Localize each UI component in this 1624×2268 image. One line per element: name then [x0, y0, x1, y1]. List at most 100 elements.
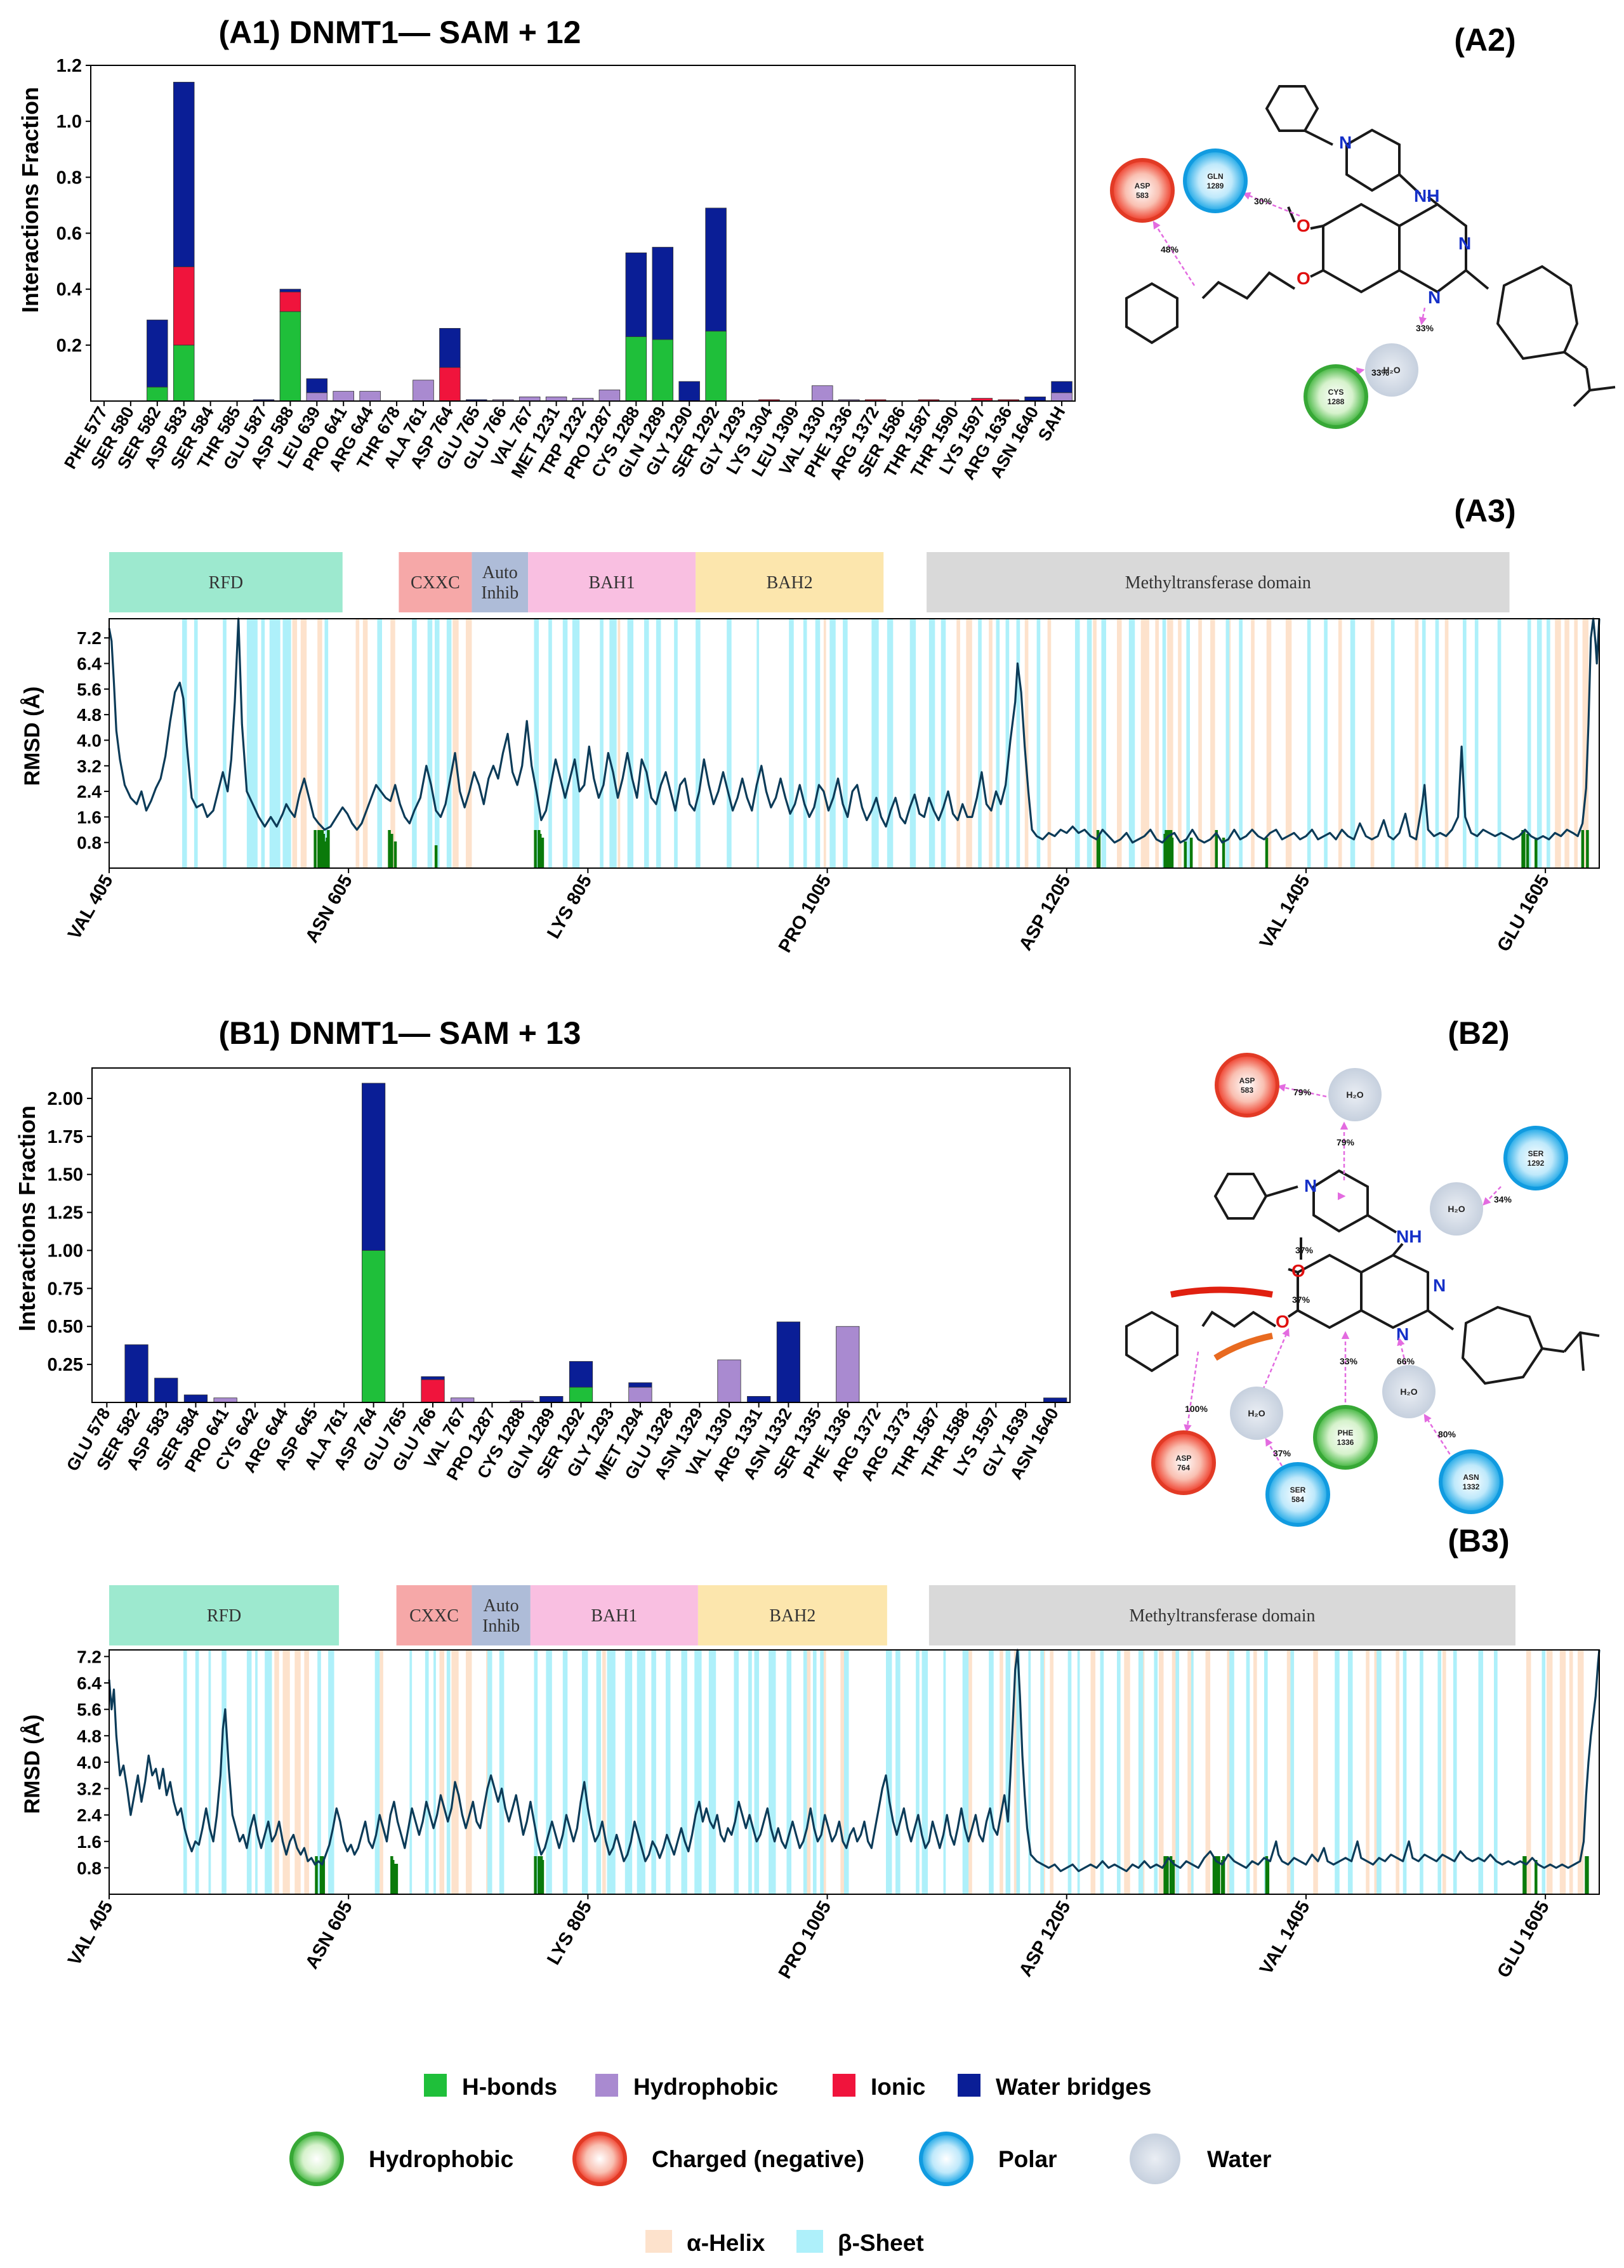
b2-residue-w1: [1328, 1068, 1382, 1121]
legend-swatch-ionic: [833, 2074, 855, 2097]
b3-sheet-band: [1264, 1650, 1268, 1894]
a2-residue-number: 583: [1136, 191, 1149, 200]
a2-cyclohexyl-ring: [1265, 85, 1319, 132]
a2-quinazoline-pyrimidine-ring: [1398, 202, 1467, 294]
a3-sheet-band: [829, 619, 836, 868]
b3-sheet-band: [1376, 1650, 1382, 1894]
b1-y-tick-label: 1.75: [48, 1127, 83, 1147]
a3-helix-band: [390, 619, 395, 868]
b3-y-tick-label: 6.4: [77, 1673, 102, 1693]
b3-domain-mtase: [928, 1585, 1515, 1645]
a1-y-tick-label: 1.2: [56, 56, 82, 76]
a3-sheet-band: [696, 619, 701, 868]
a1-x-tick-label: SAH: [1034, 404, 1069, 444]
b3-ligand-contact-mark: [1166, 1856, 1169, 1894]
a2-atom-nh: NH: [1414, 186, 1439, 206]
a3-ligand-contact-mark: [314, 830, 317, 868]
b3-sheet-band: [962, 1650, 969, 1894]
a1-bar-h-bonds: [147, 386, 168, 402]
b3-y-tick-label: 4.8: [77, 1726, 102, 1746]
a3-sheet-band: [727, 619, 732, 868]
b3-sheet-band: [562, 1650, 568, 1894]
a3-x-tick-label: ASP 1205: [1015, 871, 1075, 954]
b3-sheet-band: [1040, 1650, 1044, 1894]
a1-bar-hydrophobic: [359, 391, 381, 402]
a2-atom-o-methoxy: O: [1297, 216, 1310, 235]
a3-sheet-band: [434, 619, 440, 868]
a3-helix-band: [1155, 619, 1159, 868]
b1-bar-water-bridges: [183, 1394, 208, 1403]
a3-helix-band: [1574, 619, 1578, 868]
b3-helix-band: [1050, 1650, 1054, 1894]
b2-bond: [1541, 1347, 1565, 1353]
b3-sheet-band: [1420, 1650, 1423, 1894]
b3-sheet-band: [1028, 1650, 1031, 1894]
b2-residue-w2: [1430, 1182, 1483, 1236]
b3-sheet-band: [843, 1650, 849, 1894]
a2-residue-gln1289: [1183, 148, 1248, 213]
legend-label: Charged (negative): [652, 2146, 864, 2172]
b3-helix-band: [282, 1650, 290, 1894]
a3-sheet-band: [1435, 619, 1439, 868]
b2-atom-n-ring: N: [1396, 1324, 1409, 1344]
a3-helix-band: [1370, 619, 1375, 868]
a1-y-axis-label: Interactions Fraction: [17, 87, 43, 313]
a2-atom-o-ether: O: [1297, 268, 1310, 288]
a3-domain-rfd: [109, 552, 343, 612]
a3-sheet-band: [928, 619, 935, 868]
b3-sheet-band: [820, 1650, 824, 1894]
b3-domain-auto: [472, 1585, 531, 1645]
b3-helix-band: [1559, 1650, 1566, 1894]
a3-ligand-contact-mark: [1222, 838, 1225, 868]
legend-residue-icon-neg: [572, 2132, 627, 2186]
a3-sheet-band: [1074, 619, 1080, 868]
panel-b3-rmsd-plot: (B3) RMSD (Å) RFD CXXC Auto Inhib BAH1 BAH2 Me…: [20, 1523, 1601, 1982]
b3-sheet-band: [708, 1650, 716, 1894]
legend-swatch-h-bonds: [424, 2074, 447, 2097]
a2-atom-n-ring: N: [1428, 287, 1441, 307]
a3-ligand-contact-mark: [323, 841, 326, 868]
b2-piperidine-ring: [1312, 1169, 1369, 1233]
b2-water-label: H₂O: [1400, 1387, 1417, 1397]
a3-helix-band: [1415, 619, 1419, 868]
a3-ligand-contact-mark: [1215, 830, 1218, 868]
a1-bar-water-bridges: [147, 319, 168, 388]
a3-sheet-band: [1527, 619, 1531, 868]
b3-x-tick-label: ASP 1205: [1015, 1897, 1075, 1980]
a1-bar-ionic: [279, 291, 301, 312]
a3-helix-band: [1555, 619, 1561, 868]
a2-residue-water: [1365, 343, 1418, 397]
panel-a3-rmsd-plot: (A3) RMSD (Å) RFD CXXC Auto Inhib BAH1 BAH2 Me…: [20, 493, 1601, 956]
a3-x-tick-label: VAL 405: [64, 871, 117, 943]
a3-ligand-contact-mark: [1526, 834, 1529, 868]
a2-interaction-percent: 33%: [1371, 367, 1390, 378]
b2-atom-nh: NH: [1396, 1227, 1422, 1246]
b2-residue-name: ASP: [1239, 1076, 1255, 1085]
a1-bar-h-bonds: [652, 339, 674, 402]
b3-helix-band: [439, 1650, 445, 1894]
b3-sheet-band: [546, 1650, 552, 1894]
b2-residue-name: SER: [1290, 1486, 1306, 1494]
b3-sheet-band: [1290, 1650, 1295, 1894]
b3-ligand-contact-mark: [1222, 1856, 1225, 1894]
panel-a1-bar-chart: (A1) DNMT1— SAM + 12 Interactions Fracti…: [17, 15, 1076, 483]
b3-sheet-band: [499, 1650, 505, 1894]
a2-propyl-chain: [1201, 271, 1296, 300]
b3-domain-bah2: [697, 1585, 887, 1645]
a3-sheet-band: [909, 619, 916, 868]
b3-domain-label: Auto Inhib: [482, 1596, 520, 1636]
a3-ligand-contact-mark: [1097, 834, 1101, 868]
a3-helix-band: [466, 619, 472, 868]
a3-helix-band: [317, 619, 322, 868]
a3-helix-band: [300, 619, 307, 868]
a3-ligand-contact-mark: [388, 830, 391, 868]
b2-residue-number: 764: [1177, 1463, 1190, 1472]
a1-bar-water-bridges: [1051, 381, 1073, 393]
a2-bond: [1427, 195, 1439, 206]
b3-y-tick-label: 0.8: [77, 1858, 102, 1878]
a3-sheet-band: [887, 619, 894, 868]
a3-sheet-band: [282, 619, 291, 868]
b3-sheet-band: [265, 1650, 272, 1894]
a2-water-label: H₂O: [1383, 365, 1400, 375]
